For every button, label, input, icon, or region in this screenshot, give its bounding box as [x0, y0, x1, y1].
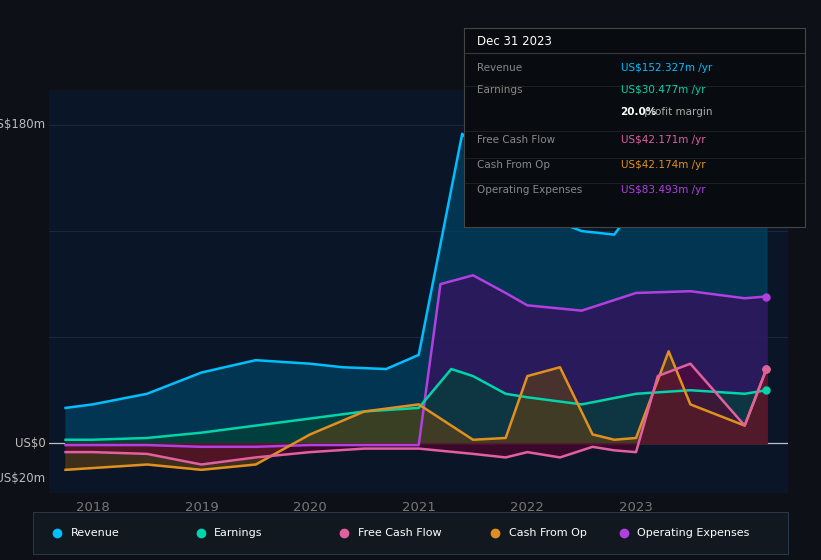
Text: 20.0%: 20.0%: [621, 108, 657, 118]
Text: Operating Expenses: Operating Expenses: [478, 185, 583, 194]
Text: Dec 31 2023: Dec 31 2023: [478, 35, 553, 48]
Text: Revenue: Revenue: [478, 63, 523, 73]
Text: Cash From Op: Cash From Op: [478, 160, 551, 170]
Text: US$42.171m /yr: US$42.171m /yr: [621, 135, 705, 145]
Text: US$30.477m /yr: US$30.477m /yr: [621, 85, 705, 95]
Text: Revenue: Revenue: [71, 529, 119, 538]
Text: Free Cash Flow: Free Cash Flow: [358, 529, 441, 538]
Text: Earnings: Earnings: [214, 529, 263, 538]
Text: Earnings: Earnings: [478, 85, 523, 95]
Text: US$42.174m /yr: US$42.174m /yr: [621, 160, 705, 170]
Text: US$152.327m /yr: US$152.327m /yr: [621, 63, 712, 73]
Text: -US$20m: -US$20m: [0, 472, 46, 485]
Text: profit margin: profit margin: [641, 108, 713, 118]
Text: US$83.493m /yr: US$83.493m /yr: [621, 185, 705, 194]
Text: US$0: US$0: [15, 437, 46, 450]
Text: US$180m: US$180m: [0, 119, 46, 132]
Text: Cash From Op: Cash From Op: [509, 529, 586, 538]
Text: Free Cash Flow: Free Cash Flow: [478, 135, 556, 145]
Text: Operating Expenses: Operating Expenses: [637, 529, 750, 538]
